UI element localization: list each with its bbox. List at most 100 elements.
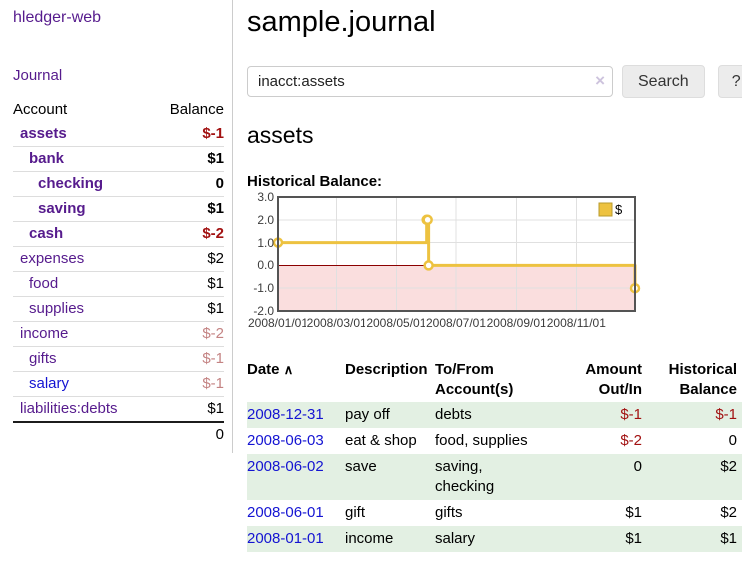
y-axis-tick-label: 3.0 [257, 190, 274, 204]
accounts-total-balance: 0 [151, 421, 224, 447]
accounts-col-balance: Balance [169, 101, 224, 118]
account-link-bank[interactable]: bank [29, 150, 65, 167]
transaction-balance: $-1 [715, 406, 737, 423]
chart-title: Historical Balance: [247, 173, 383, 190]
clear-search-icon[interactable]: × [595, 71, 605, 90]
transaction-row: 2008-06-01 gift gifts $1 $2 [247, 500, 742, 526]
account-link-expenses[interactable]: expenses [20, 250, 85, 267]
account-balance: $-2 [151, 321, 224, 347]
y-axis-tick-label: 1.0 [257, 235, 274, 250]
account-balance: $1 [151, 146, 224, 172]
account-balance: $-1 [151, 371, 224, 397]
account-link-income[interactable]: income [20, 325, 69, 342]
col-amount-outin: Amount Out/In [585, 361, 642, 398]
accounts-table-header: Account Balance [13, 98, 224, 122]
historical-balance-chart: $3.0 2.0 1.0 0.0 -1.0 -2.0 2008/01/01 2008/03/0… [246, 191, 647, 336]
transaction-description: pay off [345, 406, 390, 423]
transaction-date-link[interactable]: 2008-06-02 [247, 458, 324, 475]
account-row: liabilities:debts $1 [13, 396, 224, 422]
account-balance: 0 [151, 171, 224, 197]
transaction-row: 2008-06-03 eat & shop food, supplies $-2 0 [247, 428, 742, 454]
account-row: food $1 [13, 271, 224, 297]
data-point-marker [423, 260, 434, 271]
account-link-liabilities-debts[interactable]: liabilities:debts [20, 400, 118, 417]
y-axis-tick-label: -2.0 [253, 304, 274, 318]
main-content: sample.journal × Search ? assets Histori… [233, 0, 742, 552]
transaction-date-link[interactable]: 2008-06-01 [247, 504, 324, 521]
x-axis-tick-label: 2008/05/01 [365, 316, 428, 330]
account-balance: $1 [151, 296, 224, 322]
col-description: Description [345, 361, 428, 378]
transaction-accounts: debts [435, 406, 472, 423]
transaction-accounts: gifts [435, 504, 463, 521]
account-link-saving[interactable]: saving [38, 200, 86, 217]
transaction-row: 2008-12-31 pay off debts $-1 $-1 [247, 402, 742, 428]
col-tofrom-accounts: To/From Account(s) [435, 361, 514, 398]
sidebar-item-journal[interactable]: Journal [13, 67, 63, 84]
accounts-col-account: Account [13, 101, 68, 118]
y-axis-tick-label: 0.0 [257, 258, 274, 273]
search-form: × Search ? [247, 65, 742, 98]
account-balance: $1 [151, 396, 224, 422]
y-axis-tick-label: -1.0 [253, 281, 274, 296]
app-title-link[interactable]: hledger-web [13, 9, 102, 26]
account-link-checking[interactable]: checking [38, 175, 104, 192]
account-row: cash $-2 [13, 221, 224, 247]
balance-chart-svg: $ [272, 196, 641, 312]
account-balance: $-1 [202, 125, 224, 142]
transaction-date-link[interactable]: 2008-06-03 [247, 432, 324, 449]
x-axis-tick-label: 2008/09/01 [485, 316, 548, 330]
transaction-date-link[interactable]: 2008-12-31 [247, 406, 324, 423]
account-balance: $-2 [151, 221, 224, 247]
account-row: checking 0 [13, 171, 224, 197]
legend-swatch [598, 202, 613, 217]
transaction-amount: $1 [625, 530, 642, 547]
account-heading: assets [247, 122, 314, 148]
transaction-amount: $1 [625, 504, 642, 521]
transactions-table-header: Date ∧ Description To/From Account(s) Amo… [247, 358, 742, 402]
transaction-amount: $-2 [620, 432, 642, 449]
x-axis-tick-label: 2008/01/01 [246, 316, 310, 330]
account-row: salary $-1 [13, 371, 224, 397]
sidebar: hledger-web Journal Account Balance asse… [0, 0, 233, 453]
transaction-accounts: saving, checking [435, 458, 495, 495]
search-button[interactable]: Search [622, 65, 705, 98]
help-button[interactable]: ? [717, 65, 742, 98]
account-balance: $-1 [151, 346, 224, 372]
transaction-balance: $2 [720, 458, 737, 475]
transaction-row: 2008-06-02 save saving, checking 0 $2 [247, 454, 742, 500]
account-row: bank $1 [13, 146, 224, 172]
transaction-balance: $2 [720, 504, 737, 521]
transaction-amount: $-1 [620, 406, 642, 423]
transaction-balance: $1 [720, 530, 737, 547]
account-row: expenses $2 [13, 246, 224, 272]
transaction-description: gift [345, 504, 366, 521]
account-row: income $-2 [13, 321, 224, 347]
transactions-table: Date ∧ Description To/From Account(s) Amo… [247, 358, 742, 552]
y-axis-tick-label: 2.0 [257, 212, 274, 227]
search-input[interactable] [247, 66, 613, 97]
sort-up-icon: ∧ [283, 362, 294, 377]
legend-label: $ [615, 202, 623, 217]
account-balance: $2 [151, 246, 224, 272]
data-point-marker [422, 214, 433, 226]
account-link-gifts[interactable]: gifts [29, 350, 57, 367]
transaction-description: income [345, 530, 394, 547]
transaction-date-link[interactable]: 2008-01-01 [247, 530, 324, 547]
accounts-table: Account Balance assets $-1 bank $1 checking 0… [13, 98, 224, 447]
x-axis-tick-label: 2008/03/01 [305, 316, 368, 330]
page-title: sample.journal [247, 6, 436, 38]
col-historical-balance: Historical Balance [668, 361, 737, 398]
transaction-accounts: salary [435, 530, 476, 547]
sort-by-date-link[interactable]: Date ∧ [247, 361, 294, 378]
account-link-salary[interactable]: salary [29, 375, 70, 392]
transaction-amount: 0 [633, 458, 642, 475]
account-row: gifts $-1 [13, 346, 224, 372]
account-link-assets[interactable]: assets [20, 125, 67, 142]
account-link-cash[interactable]: cash [29, 225, 64, 242]
transaction-balance: 0 [728, 432, 737, 449]
transaction-description: eat & shop [345, 432, 417, 449]
account-link-food[interactable]: food [29, 275, 59, 292]
account-link-supplies[interactable]: supplies [29, 300, 85, 317]
transaction-row: 2008-01-01 income salary $1 $1 [247, 526, 742, 552]
